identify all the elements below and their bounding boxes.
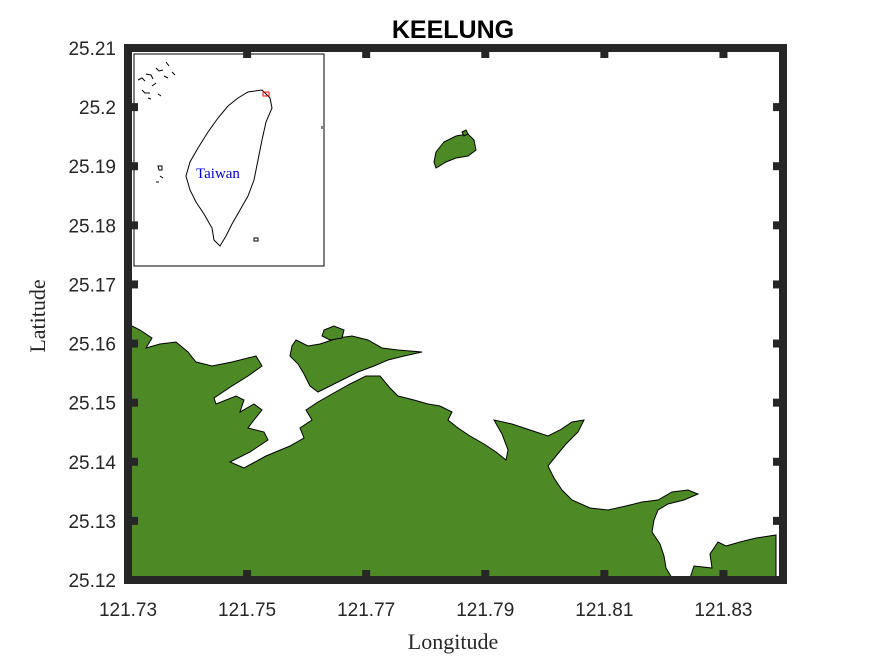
- study-area-marker: [262, 91, 270, 97]
- x-tick-labels: 121.73 121.75 121.77 121.79 121.81 121.83: [99, 600, 753, 621]
- y-tick-labels: 25.21 25.2 25.19 25.18 25.17 25.16 25.15 25.14 2…: [68, 39, 116, 592]
- x-tick-label: 121.83: [694, 600, 752, 621]
- inset-label-taiwan: Taiwan: [196, 166, 240, 182]
- y-tick-label: 25.12: [68, 571, 116, 592]
- x-tick-label: 121.79: [456, 600, 514, 621]
- port-peninsula: [289, 335, 423, 393]
- x-tick-label: 121.81: [575, 600, 633, 621]
- y-tick-label: 25.21: [68, 39, 116, 60]
- y-tick-label: 25.18: [68, 216, 116, 237]
- y-tick-label: 25.13: [68, 512, 116, 533]
- y-tick-label: 25.17: [68, 275, 116, 296]
- offshore-island: [433, 133, 477, 169]
- islet-east: [461, 129, 469, 137]
- x-tick-label: 121.73: [99, 600, 157, 621]
- axis-ticks: [124, 44, 783, 584]
- y-tick-label: 25.16: [68, 335, 116, 356]
- x-tick-label: 121.75: [218, 600, 276, 621]
- land-layer: [127, 129, 777, 581]
- lanyu-islet: [253, 237, 259, 242]
- y-tick-label: 25.15: [68, 394, 116, 415]
- x-tick-label: 121.77: [337, 600, 395, 621]
- y-tick-label: 25.19: [68, 157, 116, 178]
- y-tick-label: 25.2: [79, 98, 116, 119]
- china-coast-dots: [137, 61, 176, 100]
- pier-islet: [321, 325, 345, 341]
- penghu-islands: [156, 165, 164, 183]
- inset-frame: [133, 53, 325, 267]
- y-axis-label: Latitude: [25, 279, 50, 352]
- mainland-coast: [127, 323, 777, 581]
- map-frame: [124, 44, 787, 584]
- taiwan-outline: [185, 89, 273, 247]
- map-title: KEELUNG: [392, 16, 514, 44]
- x-axis-label: Longitude: [408, 629, 498, 654]
- y-tick-label: 25.14: [68, 453, 116, 474]
- inset-map: Taiwan: [133, 53, 325, 267]
